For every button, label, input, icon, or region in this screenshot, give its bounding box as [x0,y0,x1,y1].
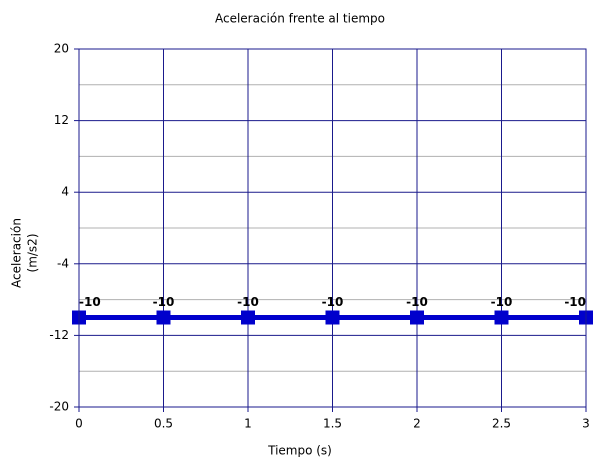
marker [494,310,509,325]
x-tick-label: 0.5 [154,417,173,431]
y-axis-label-line: Aceleración [10,218,24,288]
y-axis-label: Aceleración (m/s2) [10,218,40,288]
data-label: -10 [406,295,428,309]
data-label: -10 [153,295,175,309]
marker [156,310,171,325]
x-tick-label: 1.5 [323,417,342,431]
x-tick-label: 1 [244,417,252,431]
x-tick-label: 2 [413,417,421,431]
x-tick-label: 2.5 [492,417,511,431]
marker [410,310,424,325]
y-tick-label: -12 [49,328,69,342]
y-tick-label: -20 [49,400,69,414]
y-tick-label: 20 [54,42,69,56]
data-label: -10 [237,295,259,309]
y-axis-label-line: (m/s2) [26,234,40,273]
x-axis-label: Tiempo (s) [267,444,332,458]
chart-title: Aceleración frente al tiempo [215,12,385,26]
data-label: -10 [79,295,101,309]
plot-border [78,48,587,408]
data-label: -10 [322,295,344,309]
marker [241,310,255,325]
marker [325,310,340,325]
x-tick-label: 0 [75,417,83,431]
y-tick-label: -4 [57,256,69,270]
data-label: -10 [491,295,513,309]
y-tick-label: 4 [61,185,69,199]
y-tick-label: 12 [54,113,69,127]
data-label: -10 [564,295,586,309]
x-tick-label: 3 [582,417,590,431]
